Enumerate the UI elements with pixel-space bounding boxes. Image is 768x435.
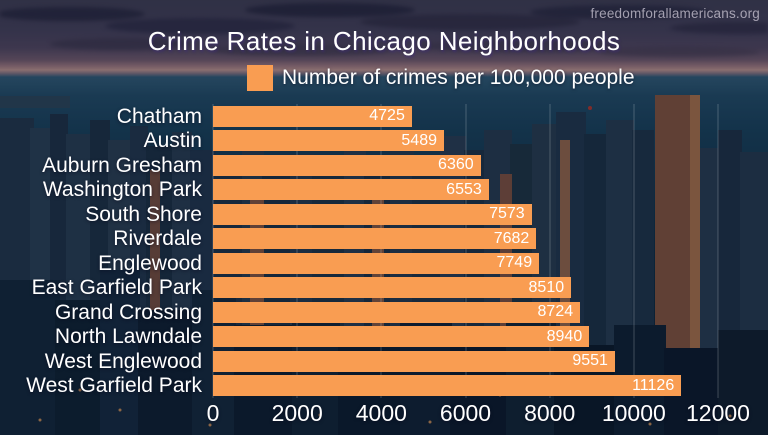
legend-label: Number of crimes per 100,000 people [282, 66, 635, 89]
bar-track: 5489 [213, 130, 718, 152]
bar-row: Chatham 4725 [0, 104, 768, 129]
x-tick-label: 8000 [524, 400, 576, 426]
gridline [296, 104, 298, 398]
gridline [380, 104, 382, 398]
category-label: East Garfield Park [31, 276, 202, 300]
gridline [465, 104, 466, 398]
chart-title: Crime Rates in Chicago Neighborhoods [147, 26, 621, 56]
bar-track: 7682 [213, 228, 718, 250]
bar-track: 6553 [213, 179, 718, 201]
bar-track: 6360 [213, 154, 718, 176]
category-label: Grand Crossing [54, 300, 202, 324]
category-label: South Shore [85, 202, 202, 226]
bar-row: Washington Park 6553 [0, 178, 768, 203]
category-label: West Garfield Park [26, 374, 202, 398]
gridline [717, 104, 719, 398]
category-label: North Lawndale [54, 325, 202, 349]
watermark: freedomforallamericans.org [590, 6, 760, 21]
legend-swatch [247, 65, 273, 91]
bar-row: Austin 5489 [0, 129, 768, 154]
bar-row: West Garfield Park 11126 [0, 374, 768, 399]
bar-track: 8724 [213, 301, 718, 323]
x-tick-label: 4000 [355, 400, 407, 426]
value-label: 5489 [401, 131, 437, 149]
x-tick-label: 12000 [686, 400, 750, 426]
bar-track: 8940 [213, 326, 718, 348]
bar: 7682 [213, 228, 537, 250]
bar-track: 4725 [213, 105, 718, 127]
gridline [549, 104, 551, 398]
value-label: 7749 [496, 254, 533, 272]
bar-track: 7573 [213, 203, 718, 225]
value-label: 8510 [528, 278, 565, 296]
bar: 8940 [213, 326, 590, 348]
bar-rows: Chatham 4725 Austin 5489 Auburn Gresham … [0, 104, 768, 398]
bar-row: North Lawndale 8940 [0, 325, 768, 350]
bar-row: Grand Crossing 8724 [0, 300, 768, 325]
bar: 6360 [213, 154, 481, 176]
gridline [212, 104, 214, 398]
bar: 4725 [213, 105, 412, 127]
bar-track: 11126 [213, 375, 718, 397]
category-label: Chatham [116, 104, 202, 128]
bar: 6553 [213, 179, 489, 201]
bar-row: East Garfield Park 8510 [0, 276, 768, 301]
x-tick-label: 6000 [439, 400, 492, 426]
bar-row: Englewood 7749 [0, 251, 768, 276]
gridline [633, 104, 635, 398]
bar: 8510 [213, 277, 572, 299]
value-label: 7682 [493, 229, 530, 247]
value-label: 8940 [546, 327, 583, 345]
bar-row: South Shore 7573 [0, 202, 768, 227]
bar-track: 8510 [213, 277, 718, 299]
value-label: 9551 [572, 352, 608, 370]
legend: Number of crimes per 100,000 people [247, 65, 635, 91]
value-label: 8724 [537, 303, 574, 321]
category-label: Riverdale [113, 227, 202, 251]
category-label: Austin [143, 129, 202, 153]
category-label: West Englewood [44, 349, 202, 373]
bar-track: 7749 [213, 252, 718, 274]
bar: 7749 [213, 252, 540, 274]
gridlines [212, 104, 719, 398]
bar-row: Auburn Gresham 6360 [0, 153, 768, 178]
bar: 8724 [213, 301, 581, 323]
x-axis: 0 2000 4000 6000 8000 10000 12000 [207, 400, 750, 428]
x-tick-label: 0 [206, 400, 220, 426]
value-label: 11126 [632, 376, 675, 394]
bar-track: 9551 [213, 350, 718, 372]
value-label: 7573 [489, 205, 525, 223]
bar-row: Riverdale 7682 [0, 227, 768, 252]
value-label: 6360 [438, 156, 474, 174]
bar-row: West Englewood 9551 [0, 349, 768, 374]
value-label: 6553 [446, 180, 482, 198]
category-label: Englewood [98, 251, 202, 275]
value-label: 4725 [369, 107, 405, 125]
bar: 5489 [213, 130, 444, 152]
clouds-sky [0, 3, 768, 57]
x-tick-label: 2000 [271, 400, 323, 426]
category-label: Washington Park [42, 178, 202, 202]
bar: 7573 [213, 203, 532, 225]
bar: 11126 [213, 375, 682, 397]
category-label: Auburn Gresham [42, 153, 202, 177]
bar: 9551 [213, 350, 615, 372]
x-tick-label: 10000 [601, 400, 666, 426]
